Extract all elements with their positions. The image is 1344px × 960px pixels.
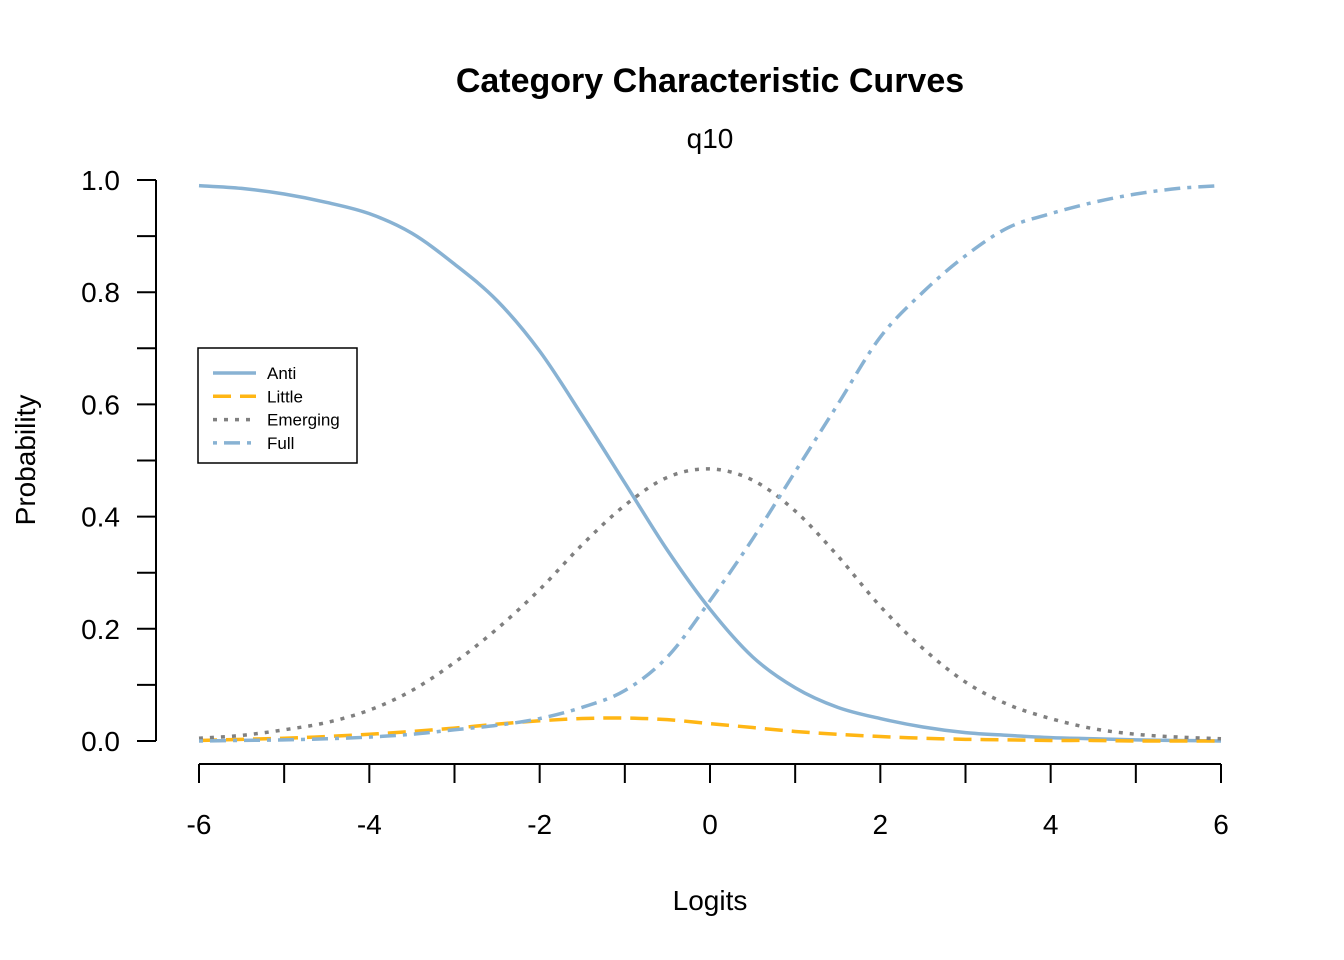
y-tick-label: 0.2 (81, 614, 120, 645)
x-axis-label: Logits (673, 885, 748, 916)
series-line-anti (198, 183, 1222, 743)
y-tick-label: 0.8 (81, 277, 120, 308)
x-tick-label: -6 (187, 809, 212, 840)
y-tick-label: 0.4 (81, 502, 120, 533)
series-line-little (198, 716, 1221, 743)
legend-label-little: Little (267, 387, 303, 406)
series-line-emerging (198, 467, 1222, 741)
x-tick-label: 4 (1043, 809, 1059, 840)
series-line-full (198, 183, 1222, 743)
x-tick-label: -2 (527, 809, 552, 840)
chart-title: Category Characteristic Curves (456, 62, 964, 100)
y-axis-label: Probability (10, 395, 41, 526)
legend-label-full: Full (267, 434, 294, 453)
legend-label-emerging: Emerging (267, 411, 340, 430)
y-tick-label: 0.6 (81, 389, 120, 420)
legend-label-anti: Anti (267, 364, 296, 383)
x-axis: -6 -4 -2 0 2 4 6 (187, 763, 1229, 840)
chart-subtitle: q10 (687, 123, 734, 154)
x-tick-label: -4 (357, 809, 382, 840)
y-tick-label: 1.0 (81, 165, 120, 196)
x-tick-label: 2 (873, 809, 889, 840)
plot-lines (198, 183, 1222, 743)
legend: Anti Little Emerging Full (197, 347, 358, 464)
y-tick-label: 0.0 (81, 726, 120, 757)
x-tick-label: 6 (1213, 809, 1229, 840)
y-axis: 0.0 0.2 0.4 0.6 0.8 1.0 (81, 165, 157, 757)
x-tick-label: 0 (702, 809, 718, 840)
